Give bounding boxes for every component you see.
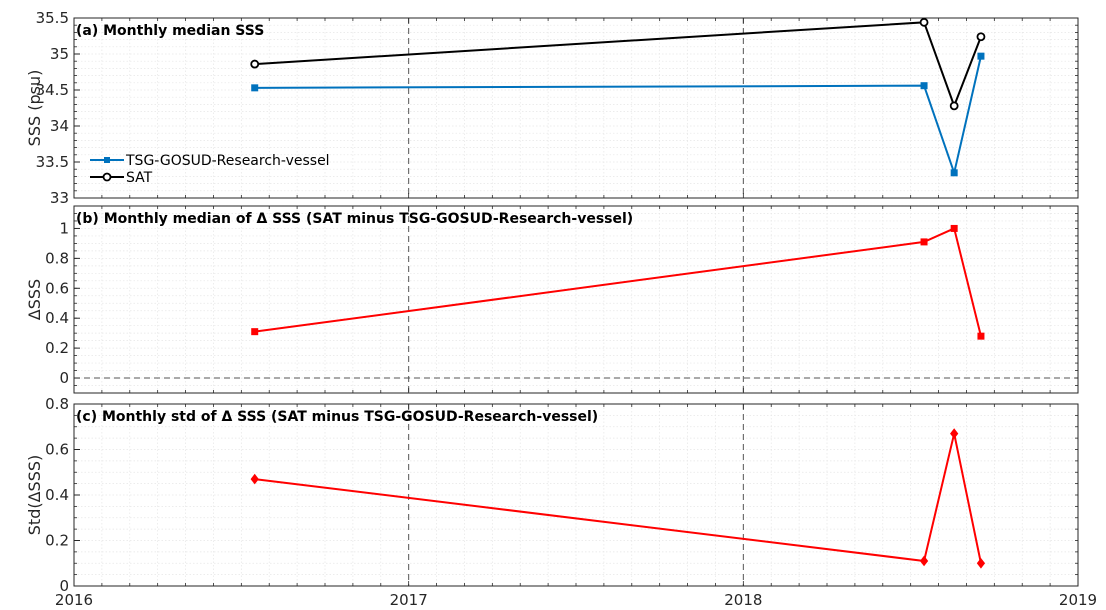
- y-axis-label: SSS (psu): [25, 70, 44, 147]
- series-line: [254, 227, 982, 337]
- legend-marker: [102, 172, 112, 182]
- legend-marker: [104, 157, 110, 163]
- y-tick-label: 0: [59, 369, 69, 387]
- y-tick-label: 1: [59, 219, 69, 237]
- data-point: [950, 224, 958, 232]
- y-tick-label: 33.5: [36, 153, 69, 171]
- series-line: [254, 55, 982, 177]
- minor-grid: [74, 205, 1078, 394]
- data-point: [919, 555, 929, 567]
- data-point: [251, 84, 259, 92]
- data-point: [977, 332, 985, 340]
- y-tick-label: 0.8: [45, 249, 69, 267]
- data-point: [250, 59, 260, 69]
- legend-item: TSG-GOSUD-Research-vessel: [90, 153, 330, 169]
- y-axis-label: ΔSSS: [25, 279, 44, 320]
- panel-title: (c) Monthly std of Δ SSS (SAT minus TSG-…: [76, 409, 598, 425]
- data-point: [919, 17, 929, 27]
- legend-label: TSG-GOSUD-Research-vessel: [125, 153, 330, 169]
- data-point: [950, 169, 958, 177]
- y-tick-label: 0: [59, 577, 69, 595]
- data-point: [920, 82, 928, 90]
- x-tick-label: 2017: [390, 591, 428, 609]
- y-tick-label: 0.6: [45, 441, 69, 459]
- data-point: [977, 52, 985, 60]
- series-sat: [250, 17, 986, 111]
- data-point: [976, 557, 986, 569]
- y-tick-label: 0.4: [45, 486, 69, 504]
- x-tick-label: 2016: [55, 591, 93, 609]
- legend-label: SAT: [126, 170, 153, 186]
- data-point: [251, 328, 259, 336]
- series-delta-sss: [251, 224, 985, 340]
- series-tsg-gosud-research-vessel: [251, 52, 985, 177]
- y-tick-label: 0.2: [45, 339, 69, 357]
- series-delta-sss: [250, 428, 986, 569]
- panel-c: 0 0.2 0.4 0.6 0.8 Std(ΔSSS) (c) Monthly std of…: [25, 395, 1079, 595]
- panel-title: (a) Monthly median SSS: [76, 23, 264, 39]
- data-point: [976, 32, 986, 42]
- x-tick-label: 2019: [1059, 591, 1097, 609]
- data-point: [250, 473, 259, 485]
- minor-grid: [74, 403, 1078, 587]
- y-tick-label: 35.5: [36, 9, 69, 27]
- series-line: [254, 433, 982, 564]
- data-point: [950, 428, 959, 439]
- x-tick-label: 2018: [724, 591, 762, 609]
- minor-grid: [74, 17, 1078, 199]
- y-tick-label: 0.2: [45, 532, 69, 550]
- legend-item: SAT: [90, 170, 153, 186]
- y-tick-label: 0.6: [45, 279, 69, 297]
- panel-title: (b) Monthly median of Δ SSS (SAT minus T…: [76, 211, 633, 227]
- panel-a: 33 33.5 34 34.5 35 35.5 SSS (psu) (a) Monthly m…: [25, 9, 1079, 207]
- data-point: [920, 238, 928, 246]
- y-axis-label: Std(ΔSSS): [25, 455, 44, 535]
- y-tick-label: 0.4: [45, 309, 69, 327]
- y-tick-label: 34: [50, 117, 69, 135]
- series-line: [254, 21, 982, 109]
- y-tick-label: 34.5: [36, 81, 69, 99]
- y-tick-label: 0.8: [45, 395, 69, 413]
- y-tick-label: 35: [50, 45, 69, 63]
- data-point: [949, 101, 959, 111]
- panel-b: 0 0.2 0.4 0.6 0.8 1 ΔSSS (b) Monthly median of …: [25, 205, 1079, 394]
- y-tick-label: 33: [50, 189, 69, 207]
